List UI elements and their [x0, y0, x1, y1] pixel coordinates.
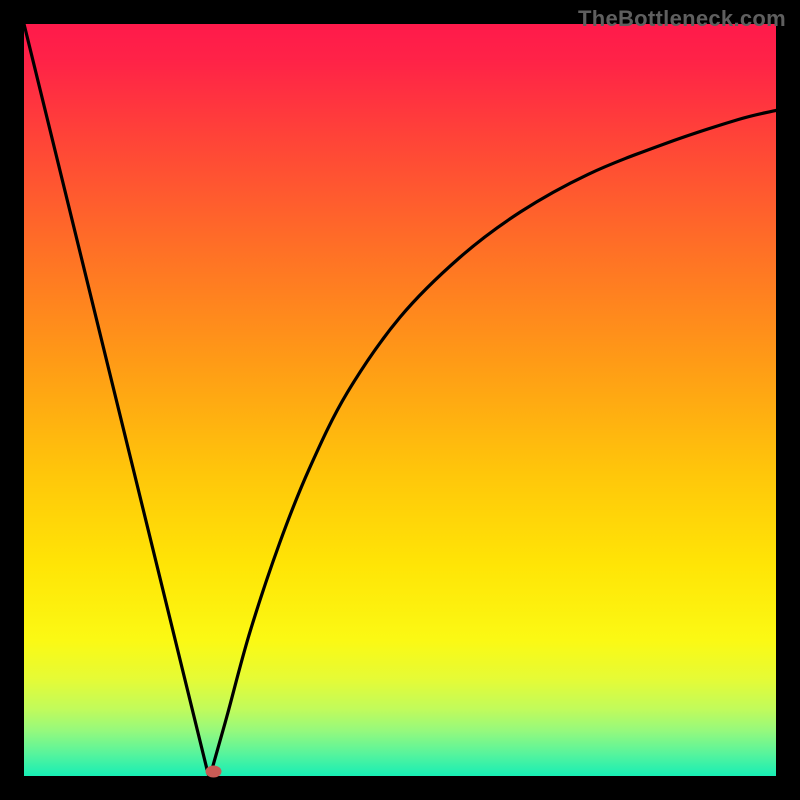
optimum-marker-dot [206, 765, 222, 777]
bottleneck-chart [0, 0, 800, 800]
watermark-text: TheBottleneck.com [578, 6, 786, 32]
chart-container: { "watermark": { "text": "TheBottleneck.… [0, 0, 800, 800]
plot-area-gradient [24, 24, 776, 776]
